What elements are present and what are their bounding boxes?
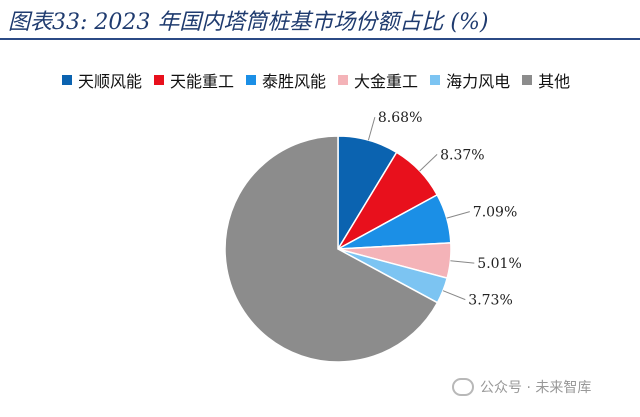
- legend-swatch: [430, 75, 441, 85]
- data-label: 5.01%: [477, 256, 521, 272]
- data-label: 7.09%: [473, 205, 517, 221]
- leader-line: [446, 211, 470, 219]
- chart-title: 图表33: 2023 年国内塔筒桩基市场份额占比 (%): [8, 10, 489, 35]
- legend-swatch: [154, 75, 165, 85]
- legend-label: 天能重工: [170, 72, 235, 91]
- leader-line: [419, 154, 438, 172]
- legend-item: 天能重工: [154, 68, 234, 92]
- legend-item: 其他: [522, 68, 570, 92]
- pie-slice: [224, 135, 439, 363]
- legend-label: 其他: [538, 72, 571, 91]
- legend-label: 泰胜风能: [262, 72, 327, 91]
- legend-item: 大金重工: [338, 68, 418, 92]
- legend-label: 海力风电: [446, 72, 511, 91]
- legend-item: 泰胜风能: [246, 68, 326, 92]
- data-label: 3.73%: [468, 293, 512, 309]
- leader-line: [450, 260, 475, 264]
- data-label: 8.68%: [378, 110, 422, 126]
- legend-label: 天顺风能: [78, 72, 143, 91]
- title-divider: [0, 38, 640, 40]
- legend-swatch: [338, 75, 349, 85]
- leader-line: [367, 116, 376, 141]
- legend: 天顺风能 天能重工 泰胜风能 大金重工 海力风电 其他: [62, 68, 582, 92]
- watermark: 公众号 · 未来智库: [452, 377, 591, 397]
- legend-swatch: [62, 75, 72, 85]
- data-label: 8.37%: [440, 147, 484, 163]
- watermark-text: 公众号 · 未来智库: [480, 380, 592, 396]
- legend-swatch: [522, 75, 533, 85]
- legend-item: 天顺风能: [62, 68, 142, 92]
- leader-line: [442, 290, 466, 301]
- legend-swatch: [246, 75, 257, 85]
- legend-item: 海力风电: [430, 68, 510, 92]
- legend-label: 大金重工: [354, 72, 419, 91]
- chat-bubble-icon: [452, 378, 474, 396]
